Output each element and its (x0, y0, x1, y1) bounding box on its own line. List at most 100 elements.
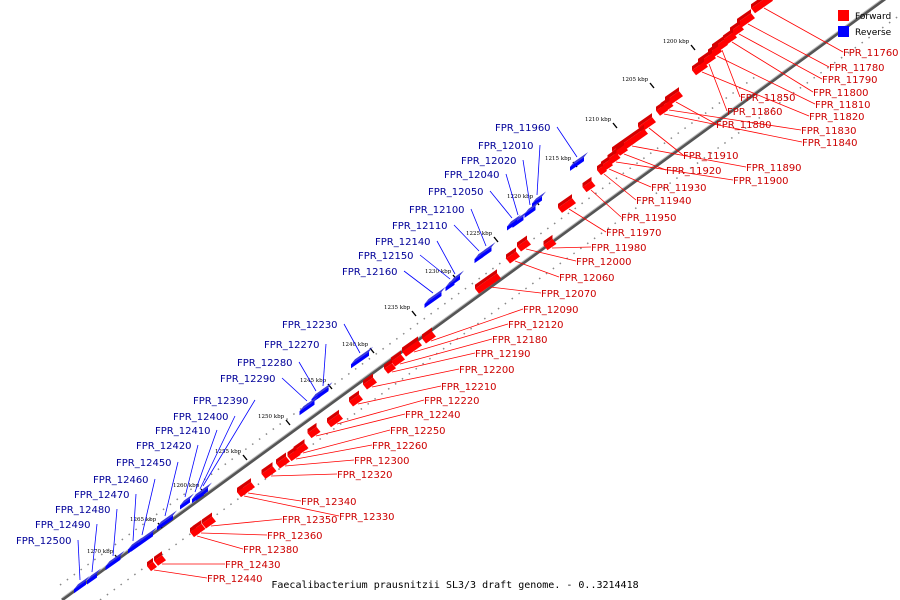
forward-gene-block (276, 456, 290, 469)
forward-leader-line (153, 569, 208, 579)
reverse-gene-label: FPR_11960 (495, 123, 551, 134)
reverse-gene-block (507, 214, 521, 227)
forward-gene-label: FPR_11790 (822, 75, 878, 86)
forward-gene-block (202, 516, 216, 529)
forward-gene-label: FPR_11970 (606, 228, 662, 239)
forward-leader-line (430, 308, 524, 342)
reverse-gene-label: FPR_12110 (392, 221, 448, 232)
forward-gene-top (276, 452, 286, 464)
reverse-gene-label: FPR_12010 (478, 141, 534, 152)
reverse-leader-line (164, 461, 179, 517)
reverse-gene-block (74, 575, 90, 590)
forward-leader-line (399, 338, 493, 365)
forward-leader-line (551, 246, 592, 249)
reverse-gene-face (74, 580, 86, 594)
reverse-leader-line (202, 399, 256, 487)
reverse-gene-label: FPR_12040 (444, 170, 500, 181)
forward-gene-label: FPR_11760 (843, 48, 899, 59)
forward-gene-top (698, 49, 712, 63)
forward-leader-line (200, 532, 268, 536)
forward-gene-label: FPR_11930 (651, 183, 707, 194)
forward-gene-block (737, 13, 755, 28)
forward-gene-labels: FPR_11760FPR_11780FPR_11790FPR_11800FPR_… (207, 48, 899, 585)
reverse-leader-line (141, 478, 156, 536)
forward-gene-top (402, 336, 418, 352)
forward-gene-block (384, 363, 396, 374)
reverse-gene-label: FPR_12100 (409, 205, 465, 216)
forward-leader-line (701, 71, 810, 117)
forward-gene-block (261, 466, 277, 479)
forward-gene-block (543, 238, 557, 251)
forward-leader-line (371, 368, 460, 388)
forward-gene-top (349, 390, 359, 402)
forward-gene-top (597, 161, 603, 171)
forward-gene-label: FPR_12120 (508, 320, 564, 331)
forward-gene-top (261, 462, 273, 474)
forward-leader-line (284, 459, 355, 467)
forward-gene-top (363, 373, 373, 385)
reverse-gene-face (512, 216, 524, 228)
reverse-gene-face (445, 280, 455, 292)
forward-gene-block (349, 394, 363, 407)
reverse-gene-block (87, 568, 101, 581)
forward-leader-line (623, 153, 667, 171)
reverse-gene-block (351, 346, 373, 365)
forward-gene-block (287, 449, 301, 462)
forward-gene-block (147, 561, 157, 572)
reverse-leader-line (91, 523, 98, 573)
forward-gene-top (202, 512, 212, 524)
forward-gene-label: FPR_12250 (390, 426, 446, 437)
genome-axis (61, 0, 887, 600)
reverse-gene-label: FPR_12280 (237, 358, 293, 369)
reverse-leader-line (436, 240, 456, 275)
reverse-gene-block (445, 275, 459, 288)
legend-forward-swatch (838, 10, 849, 21)
forward-gene-block (402, 340, 422, 357)
reverse-leader-line (505, 173, 519, 216)
reverse-leader-line (199, 415, 236, 490)
forward-gene-label: FPR_12300 (354, 456, 410, 467)
forward-gene-label: FPR_12210 (441, 382, 497, 393)
reverse-gene-label: FPR_12050 (428, 187, 484, 198)
forward-leader-line (302, 429, 391, 454)
forward-leader-line (738, 33, 823, 80)
reverse-gene-face (474, 252, 484, 264)
reverse-leader-line (522, 159, 531, 206)
reverse-leader-line (536, 144, 541, 196)
forward-leader-line (603, 173, 637, 201)
forward-gene-top (730, 20, 740, 32)
reverse-gene-label: FPR_12420 (136, 441, 192, 452)
kbp-tick-label: 1230 kbp (425, 269, 452, 275)
forward-gene-label: FPR_12260 (372, 441, 428, 452)
reverse-leader-line (281, 377, 308, 402)
reverse-gene-label: FPR_12270 (264, 340, 320, 351)
forward-gene-label: FPR_12060 (559, 273, 615, 284)
forward-leader-line (336, 399, 425, 425)
kbp-tick-mark (649, 82, 655, 89)
forward-gene-top (506, 247, 516, 259)
forward-leader-line (514, 260, 560, 278)
reverse-leader-line (298, 361, 317, 392)
forward-leader-line (675, 101, 717, 125)
reverse-leader-line (77, 539, 81, 581)
reverse-gene-block (524, 201, 540, 214)
forward-gene-block (506, 251, 520, 264)
forward-gene-label: FPR_11820 (809, 112, 865, 123)
forward-leader-line (668, 109, 802, 131)
kbp-tick-mark (690, 44, 696, 51)
reverse-gene-block (157, 510, 177, 527)
forward-gene-top (475, 269, 497, 289)
forward-leader-line (716, 55, 816, 105)
reverse-gene-label: FPR_12160 (342, 267, 398, 278)
forward-gene-top (384, 359, 392, 369)
forward-leader-line (721, 49, 741, 98)
reverse-gene-face (351, 351, 369, 369)
reverse-leader-line (556, 126, 578, 158)
forward-leader-line (648, 127, 684, 156)
reverse-gene-face (299, 400, 315, 416)
reverse-gene-label: FPR_12410 (155, 426, 211, 437)
forward-leader-line (731, 41, 814, 93)
forward-gene-block (597, 165, 607, 176)
kbp-ticks: 1200 kbp 1205 kbp 1210 kbp 1215 kbp 1220 kbp… (87, 39, 696, 561)
forward-gene-block (656, 105, 668, 116)
